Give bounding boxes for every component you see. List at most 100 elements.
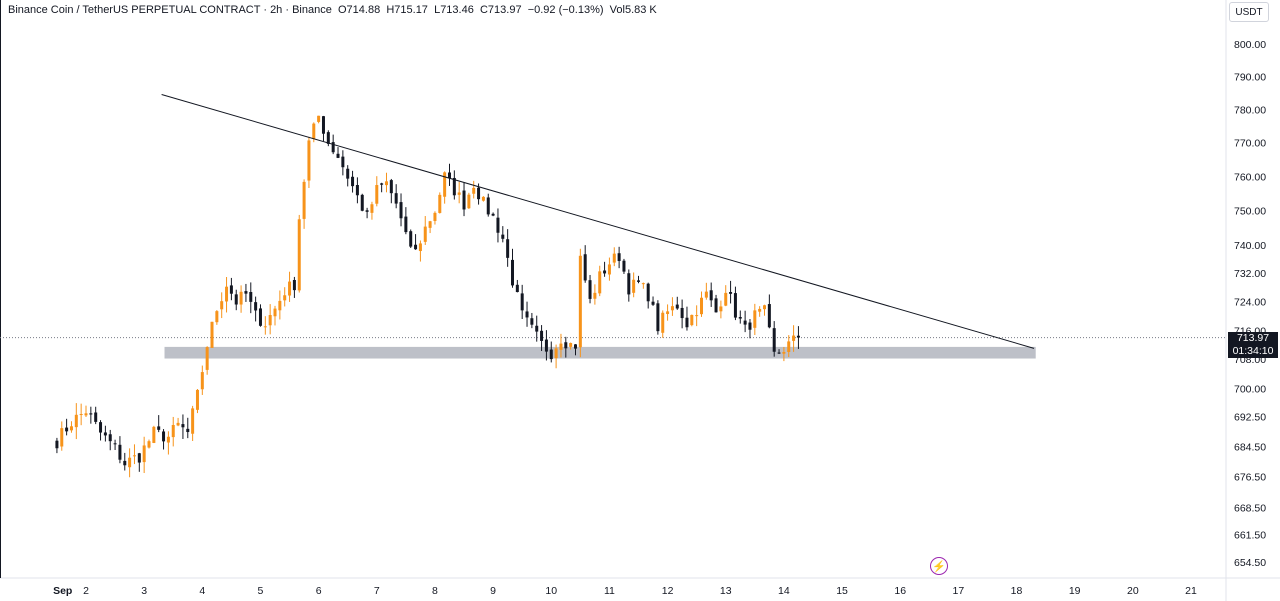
- candle: [767, 294, 771, 329]
- candle: [351, 170, 355, 193]
- candle-body: [336, 153, 340, 158]
- candle-body: [74, 414, 78, 428]
- candle-body: [588, 280, 592, 299]
- candle-body: [457, 192, 461, 195]
- candle: [501, 226, 505, 243]
- legend-exchange: Binance: [292, 4, 332, 16]
- candle: [627, 269, 631, 302]
- candle: [108, 429, 112, 451]
- last-price-label: 713.97: [1228, 332, 1278, 345]
- time-tick-label: 11: [604, 585, 615, 597]
- candle: [302, 179, 306, 229]
- candle: [704, 282, 708, 300]
- candle-body: [486, 197, 490, 215]
- candle-body: [355, 184, 359, 196]
- time-tick-label: 15: [836, 585, 848, 597]
- candle: [147, 439, 151, 449]
- candle-body: [530, 318, 534, 325]
- candle: [346, 165, 350, 187]
- candle-body: [234, 294, 238, 305]
- candle-body: [65, 427, 69, 432]
- candle: [414, 234, 418, 250]
- candle-body: [60, 428, 64, 447]
- countdown-label: 01:34:10: [1228, 345, 1278, 358]
- candle: [384, 172, 388, 193]
- candle: [607, 257, 611, 281]
- price-tick-label: 661.50: [1234, 530, 1266, 542]
- candle: [191, 405, 195, 441]
- currency-unit-button[interactable]: USDT: [1229, 2, 1269, 22]
- candle: [162, 429, 166, 450]
- candle-body: [729, 292, 733, 294]
- candle-body: [195, 389, 199, 410]
- candle: [171, 416, 175, 447]
- candle: [612, 247, 616, 267]
- candle: [491, 212, 495, 217]
- candle: [695, 305, 699, 327]
- candle: [132, 444, 136, 465]
- candle-body: [375, 185, 379, 204]
- candle: [220, 292, 224, 319]
- candle-body: [651, 301, 655, 305]
- candle-body: [142, 445, 146, 463]
- price-tick-label: 780.00: [1234, 104, 1266, 116]
- candle-body: [704, 291, 708, 298]
- candle-body: [147, 441, 151, 448]
- candle: [680, 299, 684, 329]
- price-tick-label: 668.50: [1234, 502, 1266, 514]
- candle-body: [443, 172, 447, 197]
- candle: [777, 349, 781, 354]
- candle: [709, 282, 713, 307]
- legend-high: 715.17: [394, 4, 428, 16]
- legend-open: 714.88: [346, 4, 381, 16]
- candle: [166, 431, 170, 455]
- candle-body: [326, 132, 330, 144]
- candle: [297, 214, 301, 293]
- support-zone: [164, 346, 1036, 359]
- candle: [452, 170, 456, 200]
- candle-body: [670, 306, 674, 311]
- candle-body: [554, 348, 558, 359]
- candle-body: [763, 305, 767, 310]
- candle: [249, 282, 253, 314]
- candle: [55, 437, 59, 454]
- candle-body: [772, 328, 776, 352]
- candle-body: [118, 444, 122, 460]
- candle: [283, 287, 287, 307]
- candle: [239, 285, 243, 313]
- candle: [317, 115, 321, 124]
- candle: [714, 294, 718, 313]
- candle-body: [404, 216, 408, 233]
- candle: [74, 403, 78, 440]
- candle: [733, 286, 737, 321]
- candle-body: [792, 335, 796, 341]
- candle-body: [181, 424, 185, 428]
- candle: [268, 304, 272, 335]
- candle: [423, 216, 427, 245]
- candle: [244, 283, 248, 302]
- candle: [588, 274, 592, 304]
- time-tick-label: 9: [490, 585, 496, 597]
- candle-body: [55, 440, 59, 449]
- candle-body: [680, 307, 684, 319]
- candle-body: [462, 190, 466, 210]
- lightning-icon[interactable]: ⚡: [930, 557, 948, 575]
- time-axis: Sep 2 3 4 5 6 7 8 9 10 11 12 13 14 15 16 17 18 19 20 21: [53, 585, 1197, 597]
- candle: [690, 314, 694, 327]
- candle: [549, 341, 553, 363]
- candle-body: [646, 283, 650, 302]
- candle: [748, 319, 752, 339]
- candle-body: [263, 326, 267, 328]
- candle: [651, 296, 655, 306]
- candle: [118, 436, 122, 464]
- candle-body: [128, 457, 132, 468]
- candle-body: [341, 156, 345, 168]
- candle: [520, 284, 524, 320]
- candle: [447, 163, 451, 186]
- candle: [457, 181, 461, 204]
- candle: [399, 193, 403, 227]
- candle-body: [79, 414, 83, 416]
- legend-high-label: H: [386, 4, 395, 16]
- candle-body: [394, 193, 398, 204]
